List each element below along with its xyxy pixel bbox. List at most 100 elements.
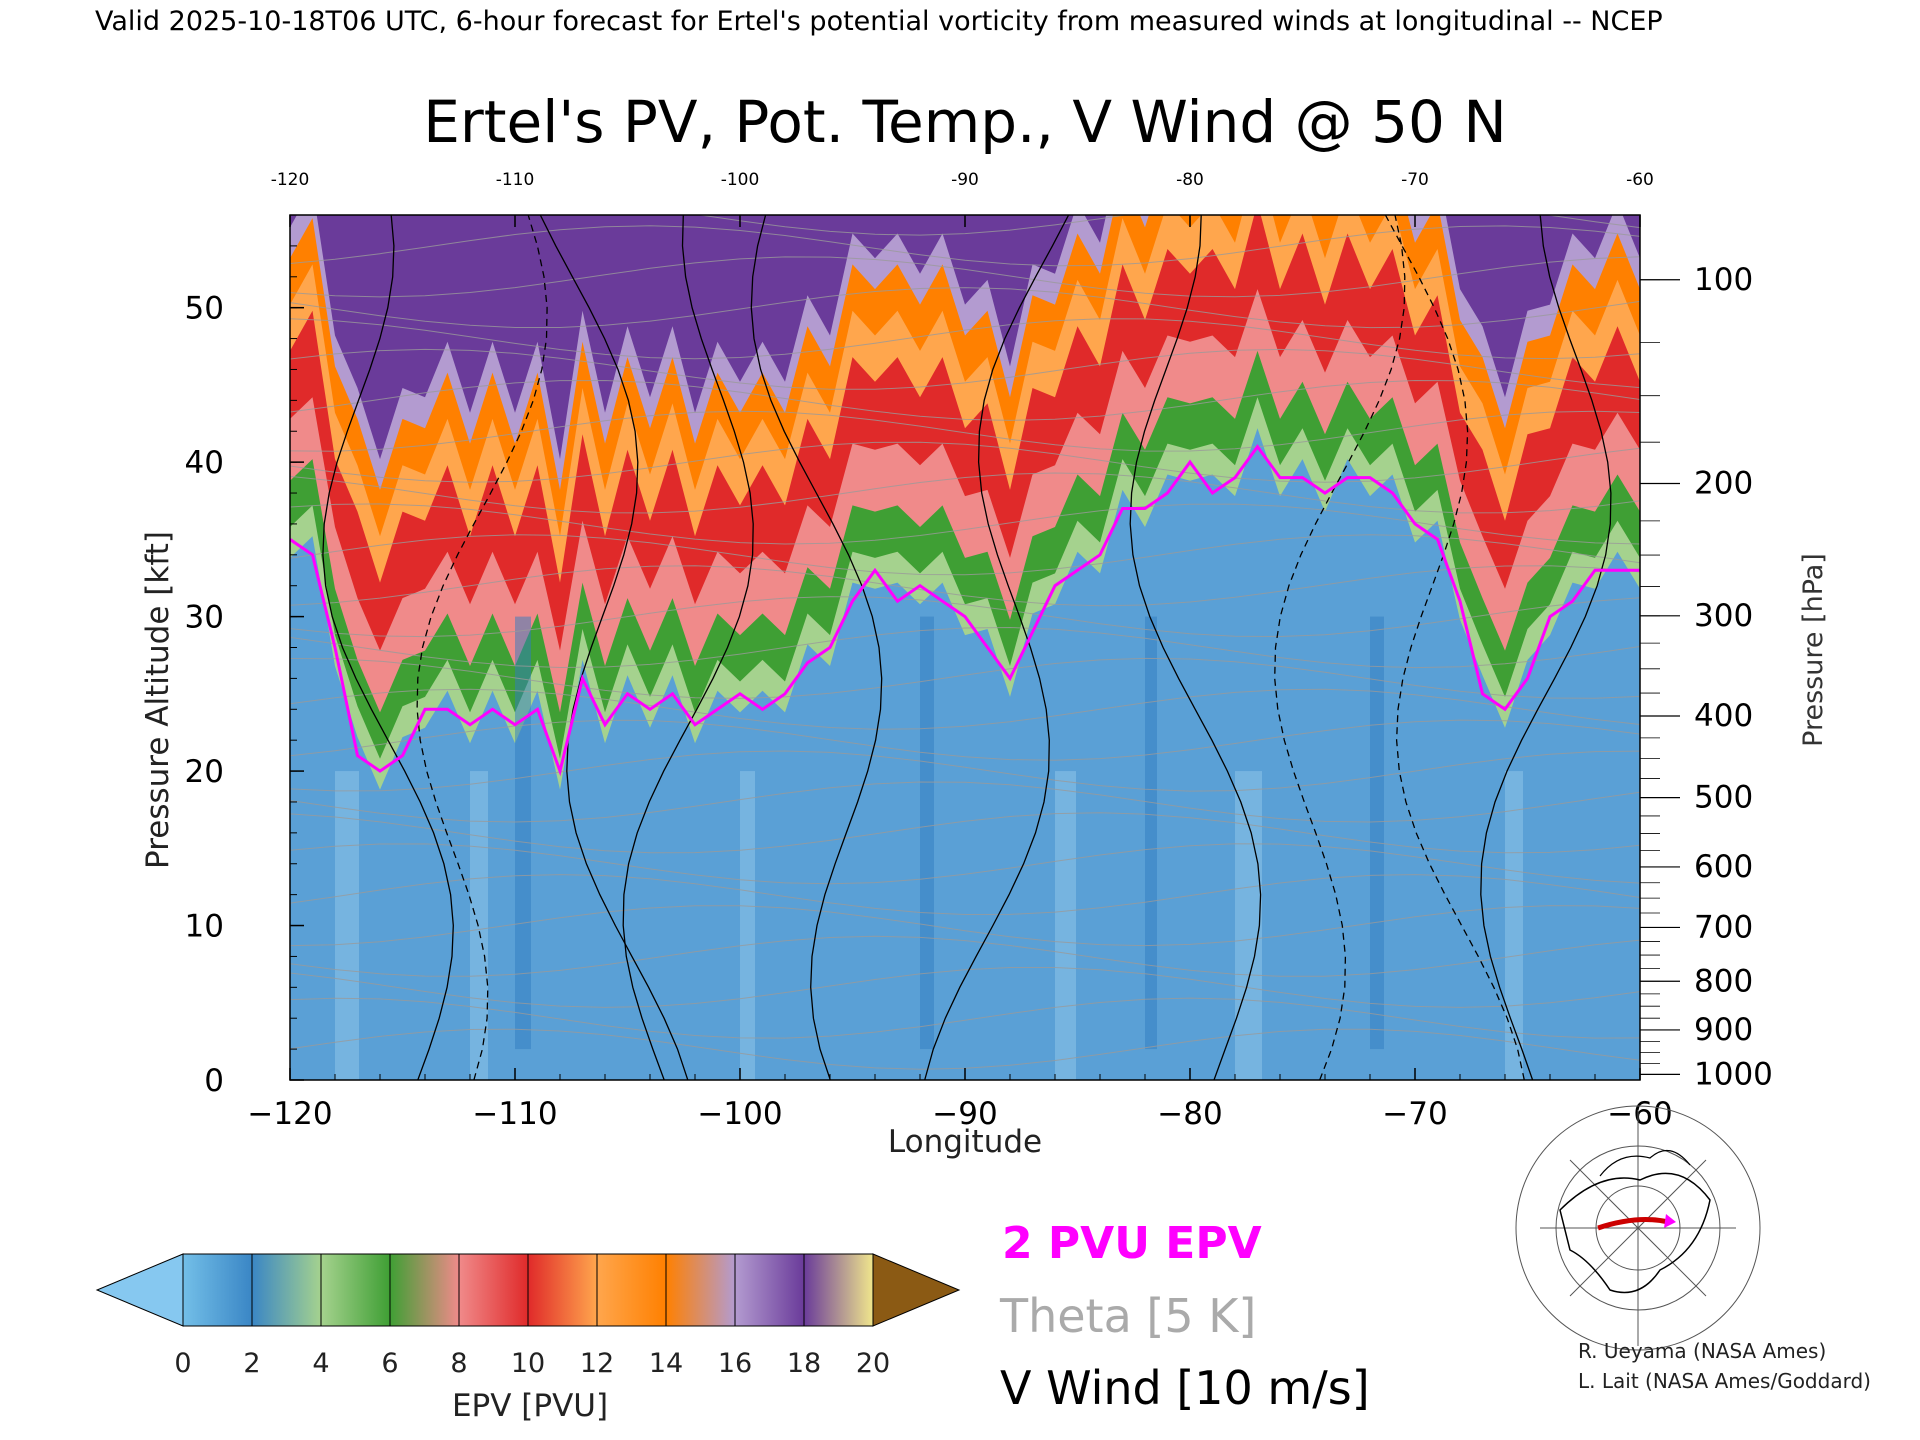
theta-contour-9	[290, 781, 1640, 823]
wind-contour-8	[1274, 215, 1406, 1080]
colorbar-label: EPV [PVU]	[452, 1388, 608, 1424]
theta-contour-3	[290, 967, 1640, 1008]
pressure-tick-label: 1000	[1694, 1056, 1773, 1092]
epv-streak-2	[470, 771, 488, 1080]
y-tick-label: 0	[204, 1063, 224, 1099]
locator-map	[1515, 1105, 1761, 1351]
epv-streak-6	[1505, 771, 1523, 1080]
legend-wind: V Wind [10 m/s]	[1000, 1361, 1370, 1415]
x-tick-label: −90	[932, 1096, 997, 1132]
theta-contour-25	[290, 287, 1640, 329]
x-tick-label: −80	[1157, 1096, 1222, 1132]
epv-dark-streak-2	[920, 616, 934, 1050]
x-top-tick-label: -100	[721, 170, 760, 190]
tropopause-2pvu-line	[290, 444, 1640, 777]
y-tick-label: 20	[185, 754, 224, 790]
x-tick-label: −100	[697, 1096, 782, 1132]
pressure-tick-label: 900	[1694, 1012, 1753, 1048]
theta-contour-27	[290, 225, 1640, 267]
x-axis-top: -120 -110 -100 -90 -80 -70 -60	[271, 170, 1654, 227]
colorbar-tick-label: 14	[649, 1348, 683, 1379]
theta-contour-14	[290, 626, 1640, 669]
colorbar-tick-label: 10	[511, 1348, 545, 1379]
colorbar-over-triangle	[872, 1253, 961, 1327]
legend-pv: 2 PVU EPV	[1002, 1218, 1262, 1269]
colorbar-segment	[458, 1253, 529, 1327]
epv-streak-4	[1055, 771, 1076, 1080]
colorbar-tick-label: 0	[174, 1348, 191, 1379]
x-tick-label: −110	[472, 1096, 557, 1132]
y2-axis-label: Pressure [hPa]	[1798, 553, 1829, 747]
colorbar-under-triangle	[95, 1253, 184, 1327]
colorbar-tick-label: 20	[856, 1348, 890, 1379]
theta-contour-28	[697, 215, 1640, 236]
credit-line-1: R. Ueyama (NASA Ames)	[1578, 1339, 1826, 1363]
header-text: Valid 2025-10-18T06 UTC, 6-hour forecast…	[95, 6, 1663, 37]
y-tick-label: 30	[185, 600, 224, 636]
y-axis-left: 0 10 20 30 40 50	[185, 214, 304, 1099]
wind-contour-6	[924, 215, 1070, 1080]
theta-contour-26	[290, 256, 1640, 298]
theta-contour-4	[290, 935, 1640, 977]
x-top-tick-label: -90	[951, 170, 979, 190]
colorbar-segment	[665, 1253, 736, 1327]
theta-contour-10	[290, 750, 1640, 792]
wind-contour-1	[322, 215, 454, 1080]
colorbar-segment	[251, 1253, 322, 1327]
colorbar-tick-label: 16	[718, 1348, 752, 1379]
theta-contour-24	[290, 318, 1640, 360]
epv-colorbar: 0 2 4 6 8 10 12 14 16 18 20	[95, 1253, 961, 1379]
theta-contour-23	[290, 348, 1640, 390]
colorbar-tick-label: 6	[381, 1348, 398, 1379]
theta-contour-21	[290, 410, 1640, 452]
theta-contour-16	[290, 565, 1640, 607]
epv-streak-1	[335, 771, 359, 1080]
theta-contour-17	[290, 534, 1640, 576]
theta-contour-8	[290, 812, 1640, 854]
x-top-tick-label: -60	[1626, 170, 1654, 190]
epv-dark-streak-1	[515, 616, 531, 1050]
pressure-tick-label: 500	[1694, 780, 1753, 816]
x-top-tick-label: -80	[1176, 170, 1204, 190]
theta-contour-2	[290, 997, 1640, 1039]
theta-contour-20	[290, 441, 1640, 483]
epv-dark-streak-4	[1370, 616, 1384, 1050]
y-tick-label: 40	[185, 445, 224, 481]
pressure-tick-label: 400	[1694, 698, 1753, 734]
x-tick-label: −70	[1382, 1096, 1447, 1132]
theta-contour-12	[290, 688, 1640, 730]
chart-title: Ertel's PV, Pot. Temp., V Wind @ 50 N	[423, 88, 1506, 156]
theta-contour-6	[290, 874, 1640, 916]
y-axis-right: 1000 900 800 700 600 500 400 300 200 100	[1640, 262, 1773, 1092]
colorbar-tick-label: 4	[312, 1348, 329, 1379]
x-top-tick-label: -70	[1401, 170, 1429, 190]
colorbar-tick-label: 2	[243, 1348, 260, 1379]
wind-contour-7	[1129, 215, 1262, 1080]
epv-dark-streak-3	[1145, 616, 1157, 1050]
epv-bands	[290, 215, 1640, 1080]
epv-streak-5	[1235, 771, 1262, 1080]
colorbar-segment	[803, 1253, 874, 1327]
wind-contour-4	[622, 215, 754, 1080]
y-tick-label: 50	[185, 291, 224, 327]
wind-contour-2	[416, 215, 548, 1080]
colorbar-segment	[596, 1253, 667, 1327]
colorbar-segment	[734, 1253, 805, 1327]
colorbar-segment	[389, 1253, 460, 1327]
colorbar-tick-label: 18	[787, 1348, 821, 1379]
wind-contour-5	[750, 215, 883, 1080]
colorbar-tick-label: 8	[450, 1348, 467, 1379]
epv-streak-3	[740, 771, 755, 1080]
colorbar-tick-label: 12	[580, 1348, 614, 1379]
x-top-tick-label: -110	[496, 170, 535, 190]
pressure-tick-label: 600	[1694, 849, 1753, 885]
theta-contour-22	[290, 379, 1640, 421]
x-top-tick-label: -120	[271, 170, 310, 190]
legend-theta: Theta [5 K]	[999, 1289, 1256, 1343]
credit-line-2: L. Lait (NASA Ames/Goddard)	[1578, 1369, 1871, 1393]
y-tick-label: 10	[185, 909, 224, 945]
locator-marker-icon	[1664, 1214, 1676, 1228]
x-axis-bottom: −120 −110 −100 −90 −80 −70 −60	[247, 1068, 1673, 1132]
plot-area: −120 −110 −100 −90 −80 −70 −60 -120 -110 -100 -90…	[185, 170, 1773, 1132]
